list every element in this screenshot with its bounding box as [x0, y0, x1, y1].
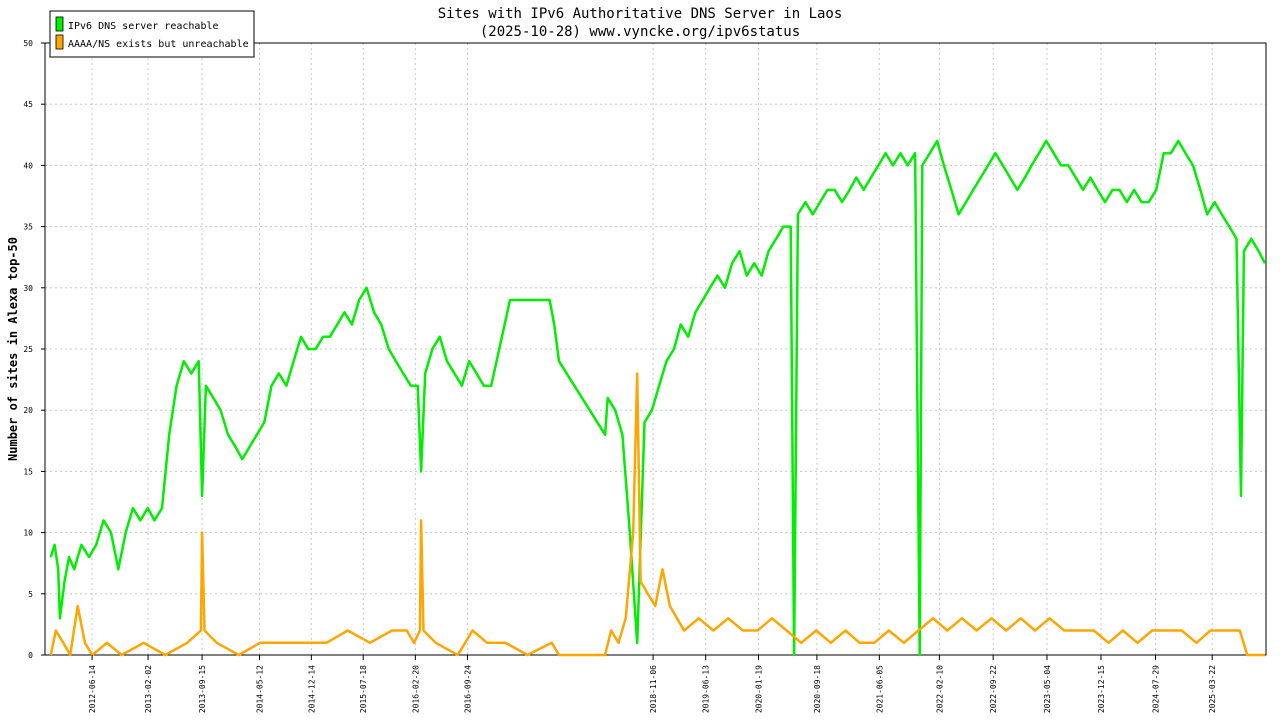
y-tick-label: 35	[23, 223, 33, 232]
legend-box	[49, 10, 255, 58]
chart-title: Sites with IPv6 Authoritative DNS Server…	[438, 6, 843, 22]
legend: IPv6 DNS server reachable AAAA/NS exists…	[49, 10, 255, 58]
x-tick-label: 2023-05-04	[1043, 665, 1052, 713]
x-tick-label: 2021-06-05	[875, 665, 884, 713]
y-axis-label: Number of sites in Alexa top-50	[6, 237, 20, 461]
y-tick-label: 0	[28, 651, 33, 660]
y-tick-label: 25	[23, 345, 33, 354]
y-tick-label: 20	[23, 406, 33, 415]
chart-subtitle: (2025-10-28) www.vyncke.org/ipv6status	[480, 24, 800, 40]
x-tick-label: 2012-06-14	[88, 665, 97, 713]
y-tick-label: 10	[23, 529, 33, 538]
legend-swatch-reachable	[55, 16, 64, 32]
grid	[45, 43, 1266, 655]
x-tick-label: 2018-11-06	[649, 665, 658, 713]
x-tick-label: 2014-12-14	[307, 665, 316, 713]
x-tick-label: 2015-07-18	[359, 665, 368, 713]
y-tick-label: 5	[28, 590, 33, 599]
x-tick-label: 2016-02-20	[411, 665, 420, 713]
x-tick-label: 2022-09-22	[989, 665, 998, 713]
x-tick-label: 2019-06-13	[702, 665, 711, 713]
x-tick-label: 2025-03-22	[1208, 665, 1217, 713]
x-tick-label: 2024-07-29	[1152, 665, 1161, 713]
y-axis: 0 5 10 15 20 25 30 35 40 45 50	[23, 39, 45, 660]
y-tick-label: 50	[23, 39, 33, 48]
x-tick-label: 2013-02-02	[144, 665, 153, 713]
legend-label-reachable: IPv6 DNS server reachable	[68, 21, 219, 32]
series-line-reachable	[49, 139, 1267, 657]
x-tick-label: 2022-02-10	[935, 665, 944, 713]
legend-swatch-unreachable	[55, 34, 64, 50]
series-line-unreachable	[49, 372, 1265, 657]
series-layer	[49, 139, 1267, 657]
x-tick-label: 2020-09-18	[813, 665, 822, 713]
x-tick-label: 2023-12-15	[1097, 665, 1106, 713]
x-tick-label: 2014-05-12	[255, 665, 264, 713]
x-axis: 2012-06-14 2013-02-02 2013-09-15 2014-05-12…	[88, 655, 1217, 713]
legend-label-unreachable: AAAA/NS exists but unreachable	[68, 39, 249, 50]
x-tick-label: 2013-09-15	[198, 665, 207, 713]
x-tick-label: 2020-01-19	[755, 665, 764, 713]
y-tick-label: 30	[23, 284, 33, 293]
y-tick-label: 45	[23, 100, 33, 109]
y-tick-label: 15	[23, 467, 33, 476]
y-tick-label: 40	[23, 161, 33, 170]
x-tick-label: 2016-09-24	[463, 665, 472, 713]
